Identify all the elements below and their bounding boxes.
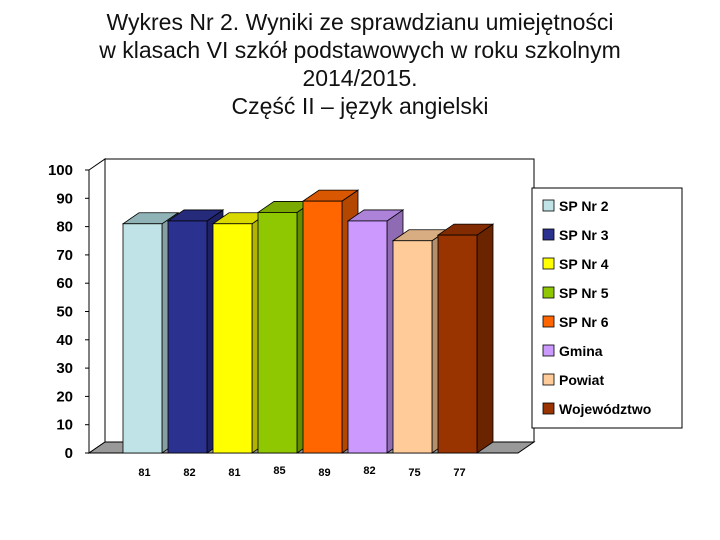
legend-swatch: [542, 199, 555, 212]
chart-title: Wykres Nr 2. Wyniki ze sprawdzianu umiej…: [0, 8, 720, 120]
legend-label: Województwo: [559, 401, 651, 417]
legend-swatch: [542, 286, 555, 299]
y-tick-label: 30: [56, 360, 73, 377]
bar: [437, 234, 478, 454]
bar: [392, 240, 433, 454]
legend-swatch: [542, 344, 555, 357]
bar: [302, 200, 343, 454]
y-tick-label: 0: [65, 445, 73, 462]
y-tick-label: 60: [56, 275, 73, 292]
legend-swatch: [542, 315, 555, 328]
y-tick-label: 50: [56, 304, 73, 321]
data-label: 82: [183, 467, 195, 479]
legend-swatch: [542, 257, 555, 270]
legend-swatch: [542, 402, 555, 415]
data-label: 81: [138, 467, 150, 479]
title-line-2: w klasach VI szkół podstawowych w roku s…: [99, 37, 621, 63]
bar: [212, 223, 253, 454]
title-line-4: Część II – język angielski: [231, 93, 489, 119]
legend-label: SP Nr 4: [559, 256, 609, 272]
legend-box: [531, 187, 683, 429]
bar-side: [476, 223, 494, 454]
legend-label: Gmina: [559, 343, 603, 359]
legend-label: SP Nr 3: [559, 227, 609, 243]
legend-label: SP Nr 5: [559, 285, 609, 301]
y-tick-label: 20: [56, 388, 73, 405]
y-tick-label: 70: [56, 247, 73, 264]
legend-swatch: [542, 373, 555, 386]
y-tick-label: 90: [56, 190, 73, 207]
y-tick-label: 40: [56, 332, 73, 349]
data-label: 75: [408, 467, 420, 479]
y-tick-label: 100: [48, 162, 73, 179]
bar: [167, 220, 208, 454]
legend-label: Powiat: [559, 372, 604, 388]
data-label: 82: [363, 465, 375, 477]
data-label: 89: [318, 467, 330, 479]
bar: [347, 220, 388, 454]
data-label: 85: [273, 465, 285, 477]
y-tick-label: 80: [56, 219, 73, 236]
data-label: 77: [453, 467, 465, 479]
bar: [122, 223, 163, 454]
bar: [257, 212, 298, 454]
y-tick-label: 10: [56, 417, 73, 434]
legend-label: SP Nr 6: [559, 314, 609, 330]
title-line-1: Wykres Nr 2. Wyniki ze sprawdzianu umiej…: [106, 9, 614, 35]
legend-label: SP Nr 2: [559, 198, 609, 214]
side-wall: [88, 158, 106, 454]
data-label: 81: [228, 467, 240, 479]
legend-swatch: [542, 228, 555, 241]
title-line-3: 2014/2015.: [302, 65, 418, 91]
